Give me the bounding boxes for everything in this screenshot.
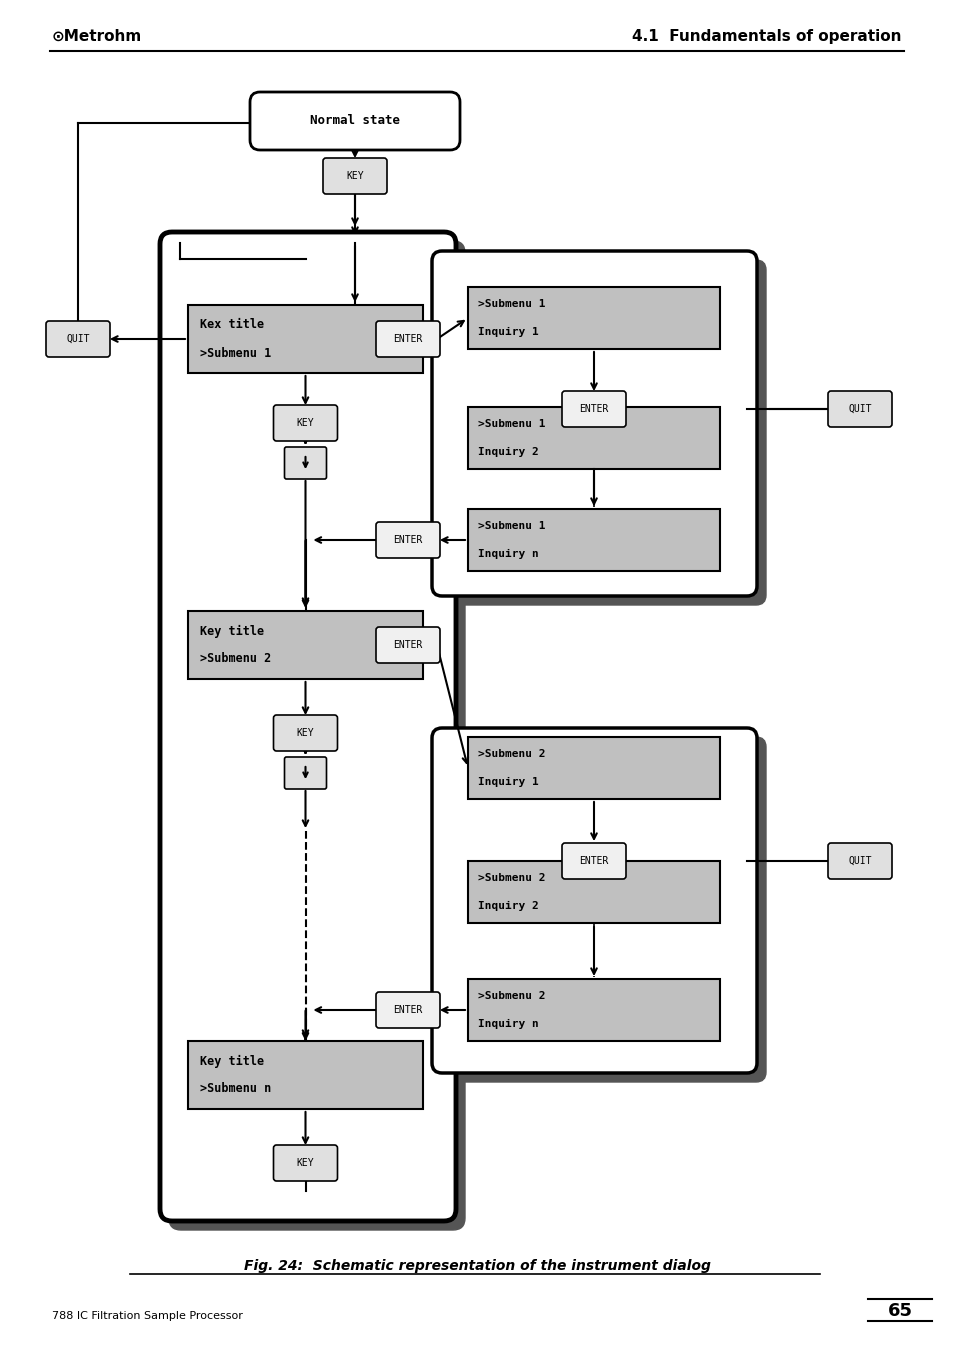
FancyBboxPatch shape [440,259,765,605]
Text: 4.1  Fundamentals of operation: 4.1 Fundamentals of operation [632,28,901,43]
FancyBboxPatch shape [323,158,387,195]
Text: >Submenu 1: >Submenu 1 [200,346,271,359]
Text: Inquiry 1: Inquiry 1 [477,777,538,788]
Bar [468,407,720,469]
Text: QUIT: QUIT [66,334,90,345]
Text: >Submenu n: >Submenu n [200,1082,271,1096]
Text: Key title: Key title [200,624,264,638]
FancyBboxPatch shape [561,843,625,880]
FancyBboxPatch shape [274,1146,337,1181]
Text: KEY: KEY [296,417,314,428]
Text: Key title: Key title [200,1054,264,1067]
Text: ENTER: ENTER [393,535,422,544]
Bar [188,305,422,373]
FancyBboxPatch shape [375,322,439,357]
FancyBboxPatch shape [46,322,110,357]
FancyBboxPatch shape [440,738,765,1082]
FancyBboxPatch shape [432,251,757,596]
Text: QUIT: QUIT [847,857,871,866]
Text: KEY: KEY [296,728,314,738]
Text: >Submenu 1: >Submenu 1 [477,419,545,430]
Text: 788 IC Filtration Sample Processor: 788 IC Filtration Sample Processor [52,1310,243,1321]
FancyBboxPatch shape [375,521,439,558]
Text: >Submenu 1: >Submenu 1 [477,521,545,531]
Bar [468,509,720,571]
Text: Inquiry 2: Inquiry 2 [477,901,538,911]
Text: 65: 65 [886,1302,911,1320]
Bar [468,738,720,798]
FancyBboxPatch shape [250,92,459,150]
Text: >Submenu 2: >Submenu 2 [477,873,545,884]
Bar [468,861,720,923]
FancyBboxPatch shape [284,757,326,789]
FancyBboxPatch shape [561,390,625,427]
FancyBboxPatch shape [284,447,326,480]
Bar [468,979,720,1042]
FancyBboxPatch shape [375,992,439,1028]
Text: Fig. 24:  Schematic representation of the instrument dialog: Fig. 24: Schematic representation of the… [243,1259,710,1273]
Text: Inquiry 2: Inquiry 2 [477,447,538,457]
FancyBboxPatch shape [827,843,891,880]
Bar [188,1042,422,1109]
FancyBboxPatch shape [169,240,464,1229]
Text: ENTER: ENTER [393,334,422,345]
FancyBboxPatch shape [827,390,891,427]
Text: >Submenu 2: >Submenu 2 [477,992,545,1001]
FancyBboxPatch shape [274,405,337,440]
Bar [468,286,720,349]
Text: ENTER: ENTER [393,640,422,650]
Text: >Submenu 2: >Submenu 2 [477,748,545,759]
Text: >Submenu 2: >Submenu 2 [200,653,271,666]
FancyBboxPatch shape [160,232,456,1221]
Text: ENTER: ENTER [578,404,608,413]
FancyBboxPatch shape [274,715,337,751]
Text: QUIT: QUIT [847,404,871,413]
Text: Normal state: Normal state [310,115,399,127]
Text: KEY: KEY [346,172,363,181]
Text: >Submenu 1: >Submenu 1 [477,299,545,309]
Bar [188,611,422,680]
Text: ENTER: ENTER [393,1005,422,1015]
FancyBboxPatch shape [375,627,439,663]
Text: Inquiry 1: Inquiry 1 [477,327,538,336]
Text: Inquiry n: Inquiry n [477,549,538,559]
Text: Inquiry n: Inquiry n [477,1019,538,1029]
Text: Kex title: Kex title [200,319,264,331]
Text: ⊙Metrohm: ⊙Metrohm [52,28,142,43]
FancyBboxPatch shape [432,728,757,1073]
Text: ENTER: ENTER [578,857,608,866]
Text: KEY: KEY [296,1158,314,1169]
